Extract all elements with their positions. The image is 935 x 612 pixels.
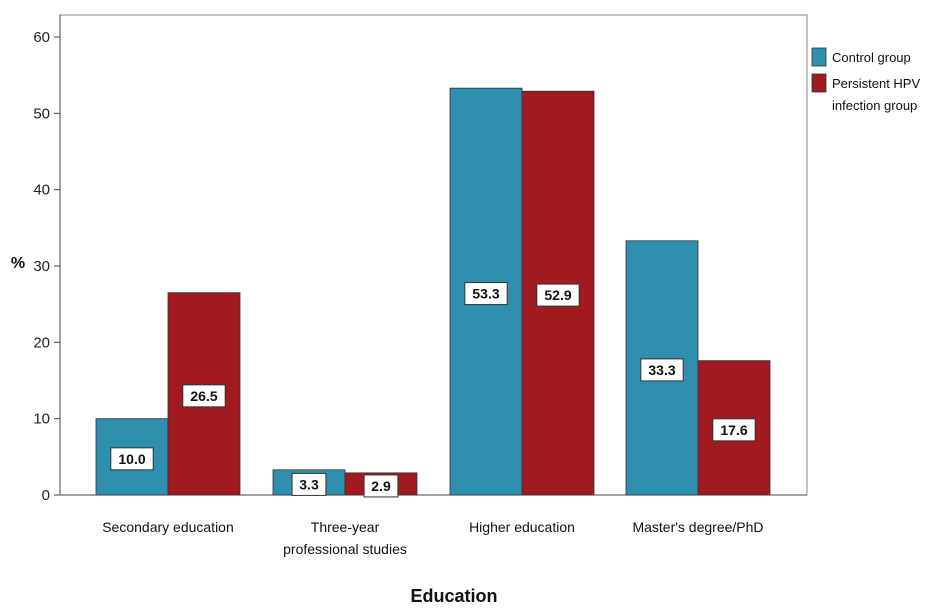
data-label-box [182, 384, 226, 408]
data-label-box [712, 418, 756, 442]
category-labels: Secondary education Three-year professiona… [102, 519, 763, 557]
data-label: 33.3 [648, 362, 675, 378]
data-label: 10.0 [118, 451, 145, 467]
y-tick-label: 40 [33, 182, 50, 199]
data-label-box [110, 447, 154, 471]
y-tick-label: 10 [33, 411, 50, 428]
category-label: professional studies [283, 541, 407, 557]
x-axis-title: Education [410, 586, 497, 606]
legend-swatch [811, 73, 827, 93]
y-tick-label: 50 [33, 105, 50, 122]
data-label: 3.3 [299, 476, 319, 492]
category-label: Higher education [469, 519, 575, 535]
data-label-box [640, 358, 684, 382]
category-label: Three-year [311, 519, 380, 535]
data-label-box [291, 472, 327, 496]
y-tick-label: 0 [42, 487, 50, 504]
data-label-box [363, 474, 399, 498]
legend-label: Control group [832, 50, 911, 65]
category-label: Master's degree/PhD [632, 519, 763, 535]
y-axis-title: % [11, 255, 25, 272]
legend-label: infection group [832, 98, 917, 113]
legend-label: Persistent HPV [832, 76, 920, 91]
data-labels: 10.0 3.3 53.3 33.3 26.5 2.9 52.9 17.6 [110, 282, 756, 498]
category-label: Secondary education [102, 519, 234, 535]
data-label-box [536, 283, 580, 307]
data-label: 17.6 [720, 422, 747, 438]
y-tick-label: 30 [33, 258, 50, 275]
data-label: 2.9 [371, 478, 391, 494]
data-label: 52.9 [544, 287, 571, 303]
y-tick-label: 60 [33, 29, 50, 46]
legend-swatch [811, 47, 827, 67]
y-axis-ticks: 0 10 20 30 40 50 60 [33, 29, 60, 504]
data-label-box [464, 282, 508, 306]
y-tick-label: 20 [33, 334, 50, 351]
data-label: 53.3 [472, 286, 499, 302]
data-label: 26.5 [190, 388, 217, 404]
legend: Control group Persistent HPV infection gro… [811, 47, 920, 113]
bars [95, 87, 771, 496]
